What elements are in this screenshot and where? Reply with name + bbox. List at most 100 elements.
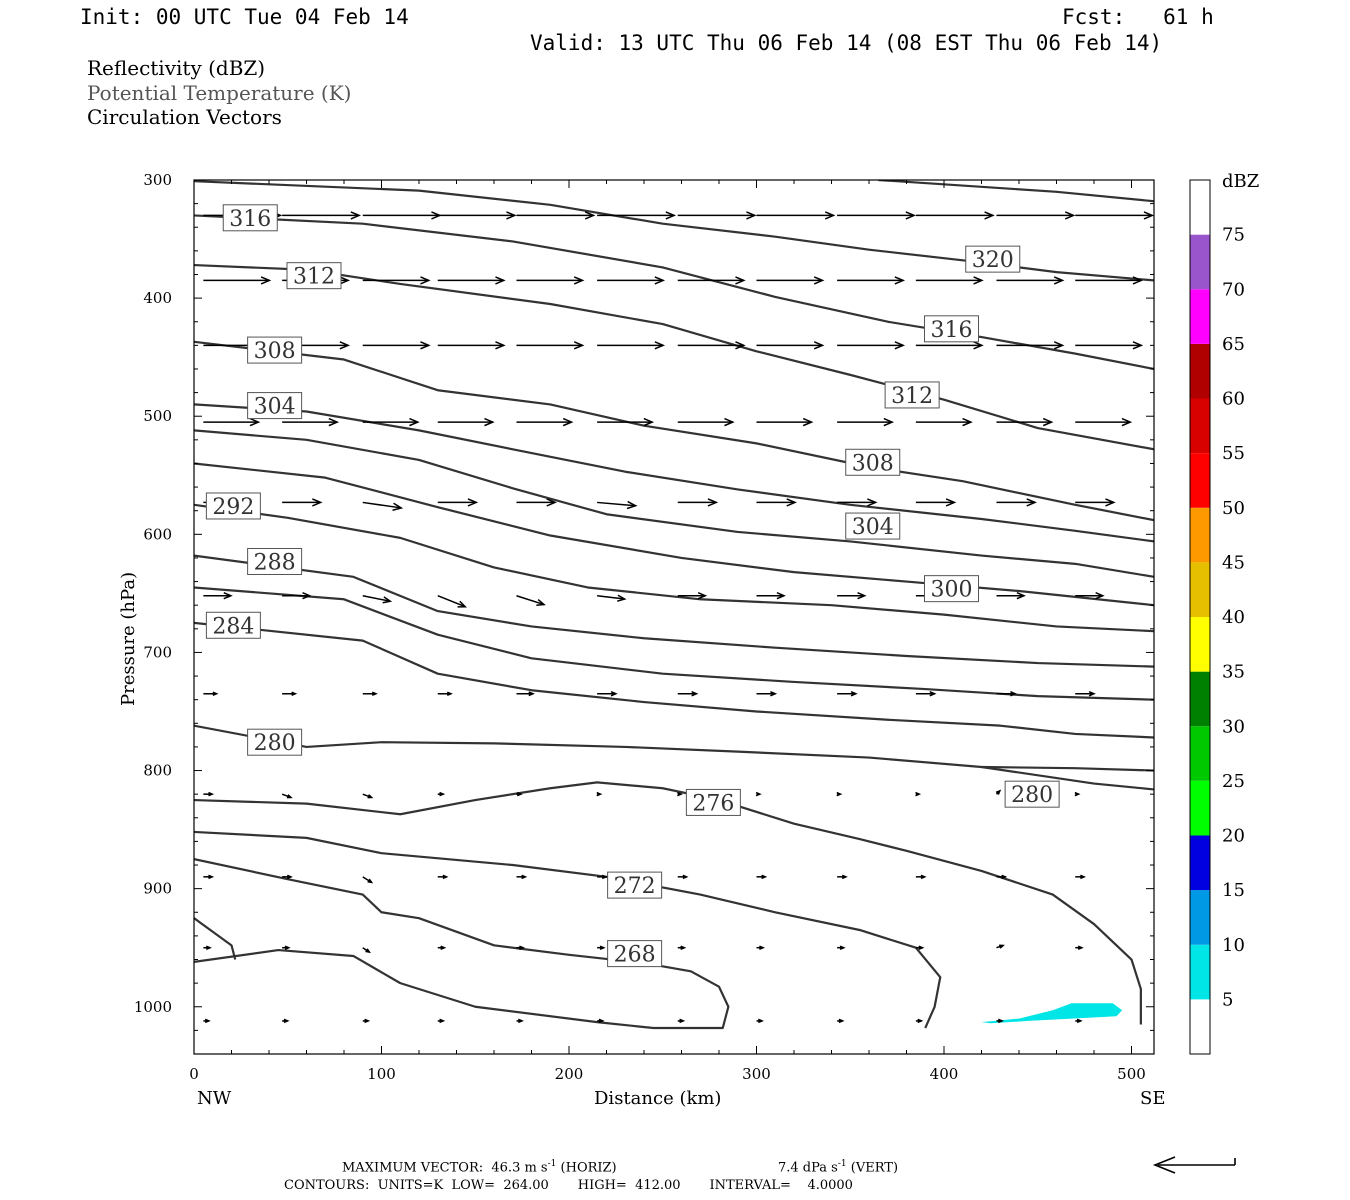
reference-vector <box>1152 1156 1236 1174</box>
reflectivity-area <box>981 1003 1123 1024</box>
plot-frame <box>193 179 1155 1055</box>
vector-head <box>770 691 778 697</box>
vector-head <box>759 945 766 950</box>
vector-head <box>205 945 212 950</box>
vector-head <box>457 600 468 608</box>
vector-head <box>735 276 746 285</box>
colorbar-label: 5 <box>1222 989 1233 1010</box>
contour-label-box <box>205 492 261 520</box>
colorbar-label: 40 <box>1222 607 1245 628</box>
contour-label-box <box>222 204 278 232</box>
vector-head <box>598 1018 605 1024</box>
vector-head <box>442 874 449 880</box>
vector-head <box>1088 691 1096 697</box>
valid-time: Valid: 13 UTC Thu 06 Feb 14 (08 EST Thu … <box>530 31 1163 55</box>
theta-contour-300 <box>194 429 1154 578</box>
vector-head <box>735 341 746 350</box>
colorbar-segment <box>1190 343 1210 399</box>
vert-exponent: -1 <box>837 1159 847 1169</box>
vector-head <box>665 211 677 220</box>
vector-head <box>1095 592 1105 600</box>
vector-head <box>467 498 479 507</box>
vector-head <box>1105 498 1116 507</box>
x-tick-label: 300 <box>742 1065 771 1083</box>
contour-label-box <box>884 381 940 409</box>
vector-head <box>392 502 404 511</box>
vector-head <box>518 1018 524 1024</box>
colorbar-label: 35 <box>1222 662 1245 683</box>
vector-head <box>697 592 708 600</box>
y-tick-label: 800 <box>143 762 172 780</box>
contour-label-box <box>247 547 303 575</box>
contour-label-316: 316 <box>229 207 271 232</box>
contour-label-box <box>924 575 979 603</box>
contour-label-320: 320 <box>972 248 1014 273</box>
theta-contour-324 <box>878 180 1154 203</box>
vector-head <box>617 594 627 602</box>
contour-label-284: 284 <box>212 614 254 639</box>
contour-label-308: 308 <box>254 339 296 364</box>
contour-label-box <box>205 611 261 639</box>
vector-head <box>813 341 825 350</box>
vector-head <box>610 691 618 697</box>
vector-head <box>841 874 848 880</box>
max-vert-value: 7.4 dPa s <box>778 1160 838 1176</box>
vector-head <box>724 417 735 427</box>
x-tick-label: 500 <box>1117 1065 1146 1083</box>
theta-contour-296 <box>194 462 1154 607</box>
theta-contour-280 <box>194 724 1154 791</box>
vector-head <box>1053 341 1065 350</box>
vector-head <box>1074 791 1081 797</box>
vector-head <box>776 592 786 600</box>
vector-head <box>367 794 374 799</box>
theta-contour-316 <box>194 214 1154 371</box>
vector-head <box>1080 874 1086 880</box>
contour-label-276: 276 <box>692 791 734 816</box>
vert-tag: (VERT) <box>850 1160 899 1176</box>
vector-head <box>339 276 351 285</box>
circulation-vector <box>437 595 466 608</box>
vector-head <box>339 341 351 350</box>
vector-head <box>350 211 362 220</box>
contour-label-box <box>286 262 342 290</box>
colorbar-segment <box>1190 453 1210 508</box>
contour-label-308: 308 <box>852 451 894 476</box>
theta-contour-308 <box>194 340 1154 522</box>
vector-head <box>680 945 687 950</box>
colorbar-label: 65 <box>1222 334 1245 355</box>
vector-head <box>286 794 293 799</box>
vector-head <box>945 498 957 507</box>
contour-label-272: 272 <box>614 874 656 899</box>
theta-contour-272 <box>194 830 942 1029</box>
colorbar-label: 25 <box>1222 771 1245 792</box>
vector-head <box>1121 417 1133 427</box>
x-end-label-se: SE <box>1140 1088 1165 1109</box>
contour-label-316: 316 <box>931 318 973 343</box>
vector-head <box>755 791 762 797</box>
contour-label-box <box>1004 780 1060 808</box>
theta-contour-304 <box>194 403 1154 543</box>
vector-head <box>596 791 603 797</box>
vector-head <box>1026 498 1037 507</box>
horiz-tag: (HORIZ) <box>560 1160 617 1176</box>
vector-head <box>519 945 526 950</box>
vector-head <box>894 276 906 285</box>
colorbar-unit: dBZ <box>1222 171 1259 192</box>
vector-head <box>212 691 219 697</box>
colorbar-label: 20 <box>1222 826 1245 847</box>
vector-head <box>839 945 846 950</box>
contour-label-300: 300 <box>931 578 973 603</box>
circulation-vector <box>362 501 402 509</box>
vector-head <box>643 417 655 427</box>
vector-head <box>204 1018 211 1024</box>
x-tick-label: 100 <box>367 1065 396 1083</box>
contour-label-280: 280 <box>1011 783 1053 808</box>
vector-head <box>691 691 699 697</box>
vector-head <box>291 691 298 697</box>
reflectivity-layer <box>981 1003 1123 1024</box>
y-tick-label: 600 <box>143 525 172 543</box>
y-tick-label: 700 <box>143 643 172 661</box>
colorbar-label: 30 <box>1222 716 1245 737</box>
vector-head <box>573 341 585 350</box>
colorbar-segment <box>1190 890 1210 945</box>
